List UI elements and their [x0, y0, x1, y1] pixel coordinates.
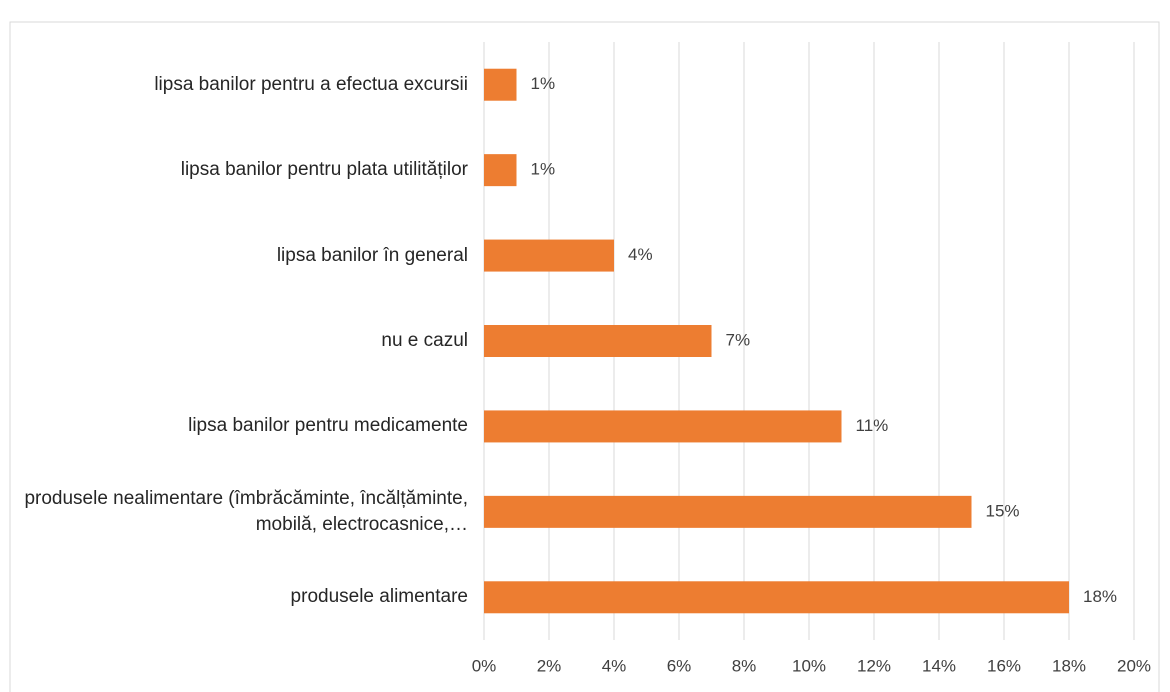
- bar: [484, 495, 972, 528]
- x-tick-label: 2%: [537, 656, 562, 675]
- data-label: 4%: [628, 245, 653, 264]
- y-tick-label: produsele alimentare: [290, 586, 468, 608]
- y-tick-label: lipsa banilor pentru medicamente: [188, 415, 468, 437]
- data-label: 11%: [856, 416, 889, 435]
- bar: [484, 239, 614, 272]
- x-tick-label: 12%: [857, 656, 891, 675]
- bar: [484, 325, 712, 357]
- data-label: 7%: [726, 330, 751, 349]
- y-tick-label: lipsa banilor pentru plata utilităților: [180, 159, 468, 181]
- data-label: 18%: [1083, 587, 1117, 606]
- data-label: 1%: [531, 160, 556, 179]
- y-tick-label: lipsa banilor în general: [276, 244, 468, 266]
- x-tick-label: 6%: [667, 656, 692, 675]
- data-label: 1%: [531, 74, 556, 93]
- y-tick-label: produsele nealimentare (îmbrăcăminte, în…: [24, 487, 468, 535]
- x-tick-label: 10%: [792, 656, 826, 675]
- y-tick-label: nu e cazul: [381, 330, 468, 351]
- bar: [484, 154, 517, 187]
- bar: [484, 410, 842, 443]
- x-tick-label: 8%: [732, 656, 757, 675]
- x-tick-label: 18%: [1052, 656, 1086, 675]
- y-tick-label: lipsa banilor pentru a efectua excursii: [154, 73, 468, 95]
- x-tick-label: 20%: [1117, 656, 1151, 675]
- x-tick-label: 0%: [472, 656, 497, 675]
- data-label: 15%: [986, 501, 1020, 520]
- x-tick-label: 4%: [602, 656, 627, 675]
- chart-border: [9, 21, 1160, 692]
- bar: [484, 68, 517, 101]
- bar: [484, 581, 1069, 614]
- x-tick-label: 14%: [922, 656, 956, 675]
- x-tick-label: 16%: [987, 656, 1021, 675]
